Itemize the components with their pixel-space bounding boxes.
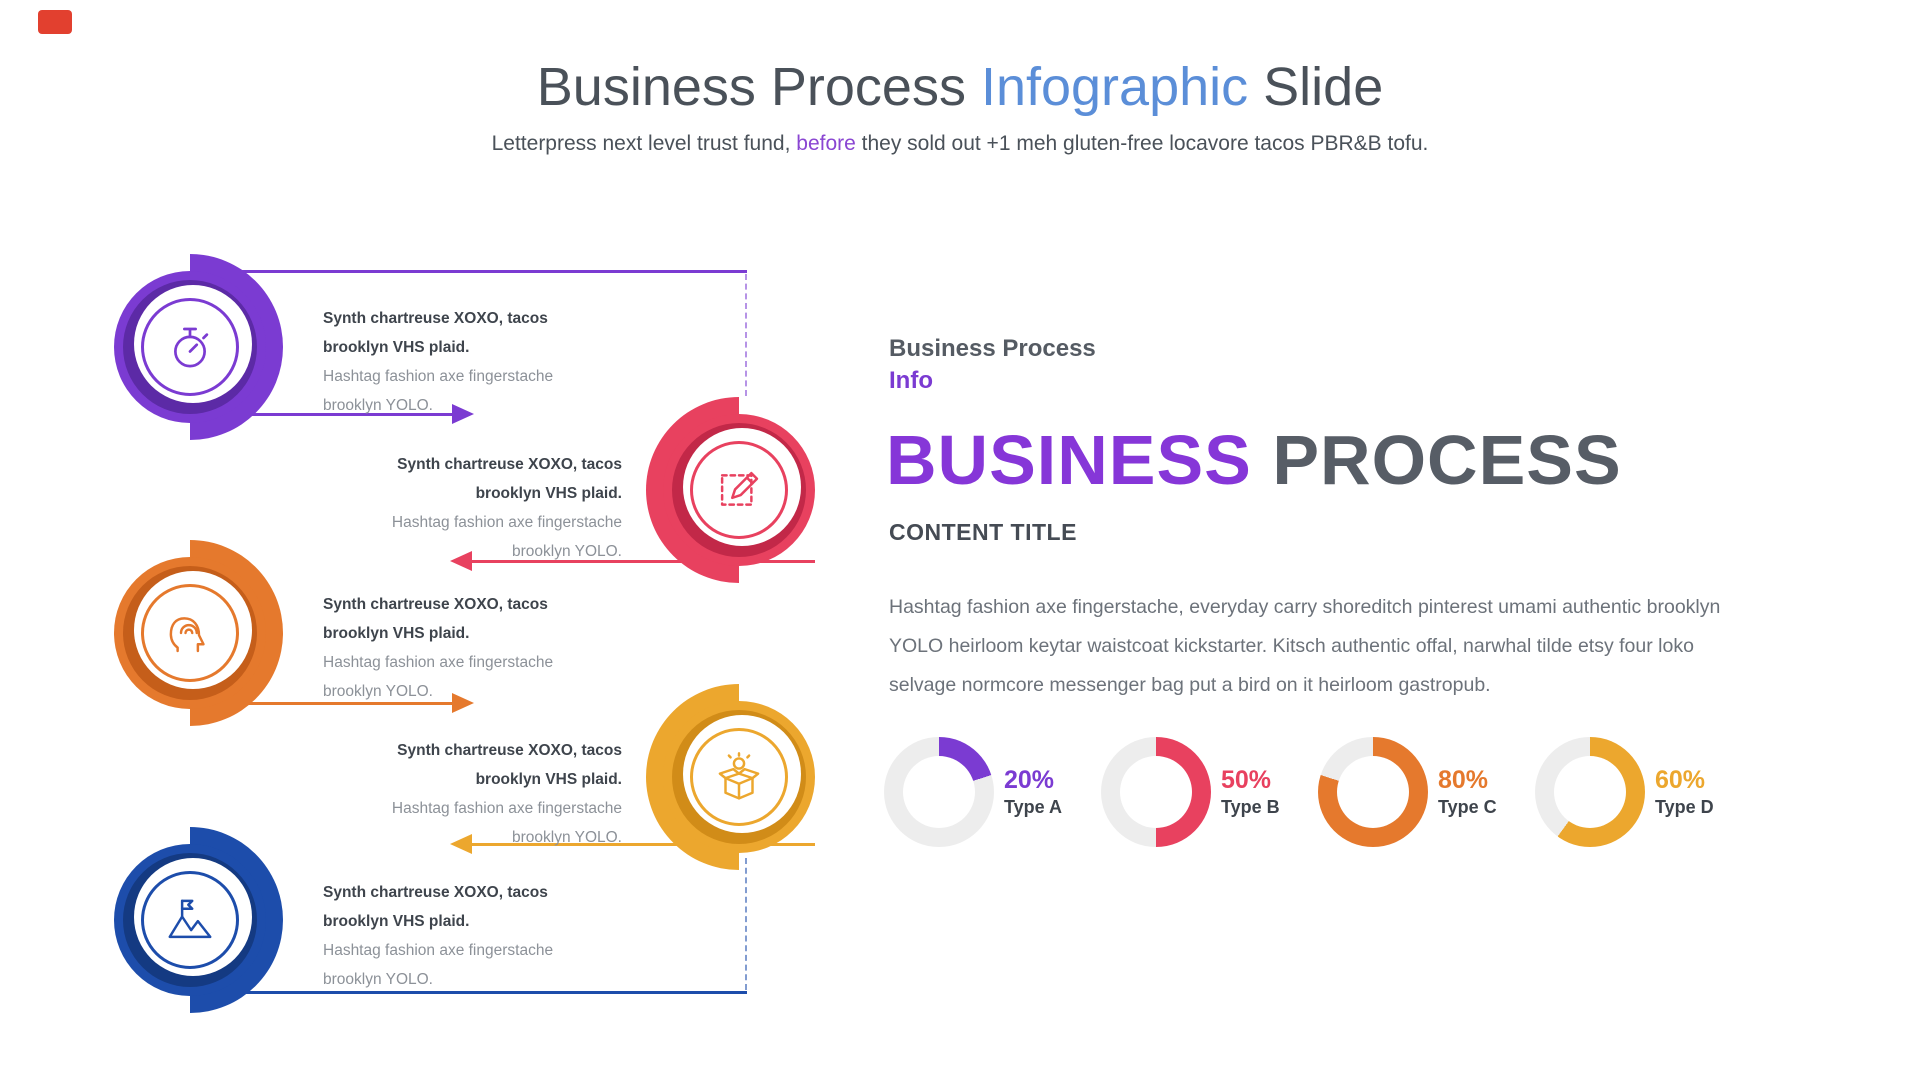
connector-line-3 [472,560,815,563]
connector-line-4 [190,702,452,705]
step-title: Synth chartreuse XOXO, tacos brooklyn VH… [397,741,622,788]
stopwatch-icon [97,254,283,440]
body-paragraph: Hashtag fashion axe fingerstache, everyd… [889,595,1721,696]
connector-dashed-1 [745,274,747,396]
title-accent-word: Infographic [980,57,1249,117]
donut-ring-type-b [1101,737,1211,847]
node-thin-ring [690,441,788,539]
step-text-4: Synth chartreuse XOXO, tacos brooklyn VH… [330,736,622,852]
step-body: Hashtag fashion axe fingerstache brookly… [323,367,554,414]
title-part-1: Business Process [536,57,981,117]
content-heading: BUSINESS PROCESS [886,420,1622,500]
donut-group-type-c: 80% Type C [1318,737,1523,847]
node-thin-ring [141,298,239,396]
step-body: Hashtag fashion axe fingerstache brookly… [323,653,554,700]
donut-percent: 20% [1004,766,1055,794]
step-body: Hashtag fashion axe fingerstache brookly… [391,799,622,846]
donut-type-label: Type C [1438,797,1497,817]
connector-line-1 [190,270,747,273]
step-node-1 [97,254,283,440]
donut-label: 20% Type A [1004,766,1062,818]
eyebrow-line-1: Business Process [889,335,1096,362]
step-body: Hashtag fashion axe fingerstache brookly… [391,513,622,560]
step-node-2 [646,397,832,583]
arrow-left-icon [450,551,472,571]
node-thin-ring [690,728,788,826]
step-title: Synth chartreuse XOXO, tacos brooklyn VH… [397,455,622,502]
donut-ring-type-a [884,737,994,847]
eyebrow-line-2: Info [889,367,933,394]
connector-line-2 [190,413,452,416]
subtitle-part-2: they sold out +1 meh gluten-free locavor… [855,132,1429,155]
donut-ring-type-d [1535,737,1645,847]
donut-group-type-b: 50% Type B [1101,737,1306,847]
mountain-flag-icon [97,827,283,1013]
step-title: Synth chartreuse XOXO, tacos brooklyn VH… [323,883,548,930]
step-node-3 [97,540,283,726]
donut-ring-type-c [1318,737,1428,847]
donut-percent: 80% [1438,766,1489,794]
pencil-edit-icon [646,397,832,583]
corner-accent [38,10,72,34]
idea-box-icon [646,684,832,870]
donut-percent: 50% [1221,766,1272,794]
content-heading-rest: PROCESS [1251,421,1622,499]
slide-subtitle: Letterpress next level trust fund, befor… [0,132,1920,156]
step-node-5 [97,827,283,1013]
arrow-right-icon [452,693,474,713]
step-text-5: Synth chartreuse XOXO, tacos brooklyn VH… [323,878,615,994]
donut-type-label: Type D [1655,797,1714,817]
arrow-left-icon [450,834,472,854]
connector-dashed-2 [745,858,747,990]
donut-label: 80% Type C [1438,766,1497,818]
donut-group-type-a: 20% Type A [884,737,1089,847]
donut-type-label: Type A [1004,797,1063,817]
step-text-2: Synth chartreuse XOXO, tacos brooklyn VH… [330,450,622,566]
step-text-1: Synth chartreuse XOXO, tacos brooklyn VH… [323,304,615,420]
subtitle-accent-word: before [796,132,856,155]
subtitle-part-1: Letterpress next level trust fund, [491,132,797,155]
donut-type-label: Type B [1221,797,1280,817]
step-title: Synth chartreuse XOXO, tacos brooklyn VH… [323,595,548,642]
step-body: Hashtag fashion axe fingerstache brookly… [323,941,554,988]
eyebrow: Business Process Info [889,333,1096,397]
donut-charts: 20% Type A 50% Type B 80% Type C 60% Typ… [884,737,1740,847]
mind-icon [97,540,283,726]
slide-header: Business Process Infographic Slide Lette… [0,56,1920,156]
donut-label: 50% Type B [1221,766,1280,818]
node-thin-ring [141,584,239,682]
step-node-4 [646,684,832,870]
title-part-2: Slide [1248,57,1384,117]
node-thin-ring [141,871,239,969]
content-heading-accent: BUSINESS [886,421,1252,499]
connector-line-5 [472,843,815,846]
donut-percent: 60% [1655,766,1706,794]
slide-title: Business Process Infographic Slide [0,56,1920,118]
step-title: Synth chartreuse XOXO, tacos brooklyn VH… [323,309,548,356]
section-title: CONTENT TITLE [889,519,1077,545]
arrow-right-icon [452,404,474,424]
step-text-3: Synth chartreuse XOXO, tacos brooklyn VH… [323,590,615,706]
donut-group-type-d: 60% Type D [1535,737,1740,847]
connector-line-6 [190,991,747,994]
donut-label: 60% Type D [1655,766,1714,818]
